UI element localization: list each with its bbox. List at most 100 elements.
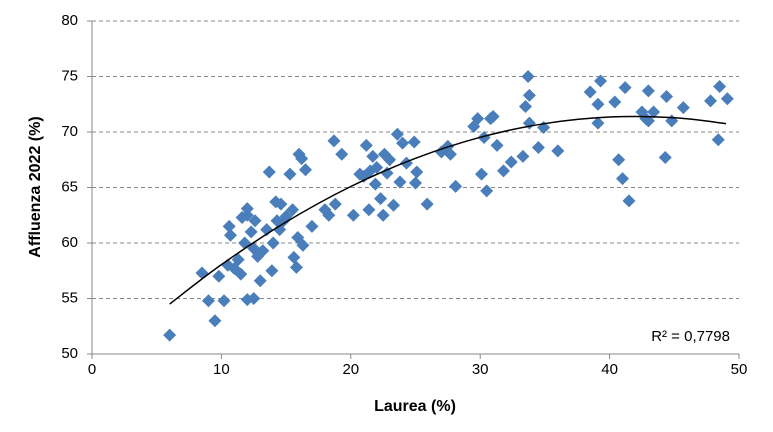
point <box>660 89 674 103</box>
point <box>711 133 725 147</box>
point <box>647 105 661 119</box>
point <box>370 161 384 175</box>
point <box>486 109 500 123</box>
point <box>362 203 376 217</box>
point <box>641 114 655 128</box>
point <box>676 101 690 115</box>
point <box>212 269 226 283</box>
point <box>521 70 535 83</box>
trendline <box>169 115 727 305</box>
point <box>248 214 262 228</box>
point <box>665 114 679 128</box>
point <box>328 197 342 211</box>
point <box>327 134 341 148</box>
point <box>247 292 261 305</box>
point <box>286 203 300 217</box>
point <box>471 112 485 126</box>
point <box>531 141 545 155</box>
point <box>713 79 727 93</box>
point <box>390 127 404 141</box>
point <box>420 197 434 211</box>
point <box>393 175 407 189</box>
point <box>496 164 510 178</box>
point <box>265 264 279 278</box>
point <box>296 238 310 252</box>
point <box>518 99 532 113</box>
point <box>551 144 565 158</box>
y-tick-label: 65 <box>61 178 78 195</box>
point <box>474 167 488 181</box>
x-tick-label: 30 <box>472 361 489 378</box>
point <box>380 166 394 180</box>
point <box>262 165 276 179</box>
point <box>704 94 718 108</box>
point <box>208 314 222 328</box>
point <box>522 88 536 102</box>
point <box>612 153 626 167</box>
point <box>504 155 518 169</box>
point <box>240 202 254 216</box>
point <box>591 97 605 111</box>
point <box>374 192 388 206</box>
point <box>410 165 424 179</box>
point <box>253 274 267 288</box>
point <box>266 236 280 250</box>
y-tick-label: 55 <box>61 289 78 306</box>
point <box>480 184 494 198</box>
point <box>366 149 380 163</box>
y-tick-label: 70 <box>61 123 78 140</box>
point <box>594 74 608 88</box>
x-axis-title: Laurea (%) <box>374 398 456 415</box>
point <box>622 194 636 208</box>
point <box>256 244 270 258</box>
y-axis-title: Affluenza 2022 (%) <box>27 116 44 257</box>
x-tick-label: 20 <box>342 361 359 378</box>
point <box>231 253 245 267</box>
point <box>387 198 401 212</box>
point <box>396 136 410 150</box>
point <box>407 135 421 149</box>
y-tick-label: 80 <box>61 12 78 29</box>
y-tick-label: 75 <box>61 67 78 84</box>
point <box>295 152 309 166</box>
y-tick-label: 50 <box>61 345 78 362</box>
point <box>217 294 231 308</box>
point <box>223 228 237 242</box>
y-tick-label: 60 <box>61 234 78 251</box>
point <box>368 177 382 191</box>
point <box>322 208 336 222</box>
point <box>516 149 530 163</box>
point <box>383 153 397 167</box>
point <box>283 167 297 181</box>
x-tick-label: 40 <box>601 361 618 378</box>
point <box>289 260 303 274</box>
point <box>490 138 504 152</box>
point <box>583 85 597 99</box>
point <box>449 179 463 193</box>
point <box>477 131 491 145</box>
point <box>163 328 177 342</box>
point <box>234 267 248 281</box>
point <box>274 197 288 211</box>
point <box>222 219 236 233</box>
point <box>287 250 301 264</box>
point <box>658 151 672 165</box>
x-tick-label: 0 <box>88 361 96 378</box>
point <box>244 225 258 239</box>
point <box>201 294 215 308</box>
point <box>443 147 457 161</box>
r-squared: R² = 0,7798 <box>651 328 730 345</box>
point <box>195 266 209 280</box>
point <box>591 116 605 130</box>
point <box>616 172 630 186</box>
point <box>359 138 373 152</box>
point <box>641 84 655 98</box>
point <box>608 95 622 109</box>
point <box>618 81 632 95</box>
point <box>260 223 274 237</box>
point <box>335 147 349 161</box>
point <box>240 208 254 222</box>
point <box>299 163 313 177</box>
point <box>346 208 360 222</box>
